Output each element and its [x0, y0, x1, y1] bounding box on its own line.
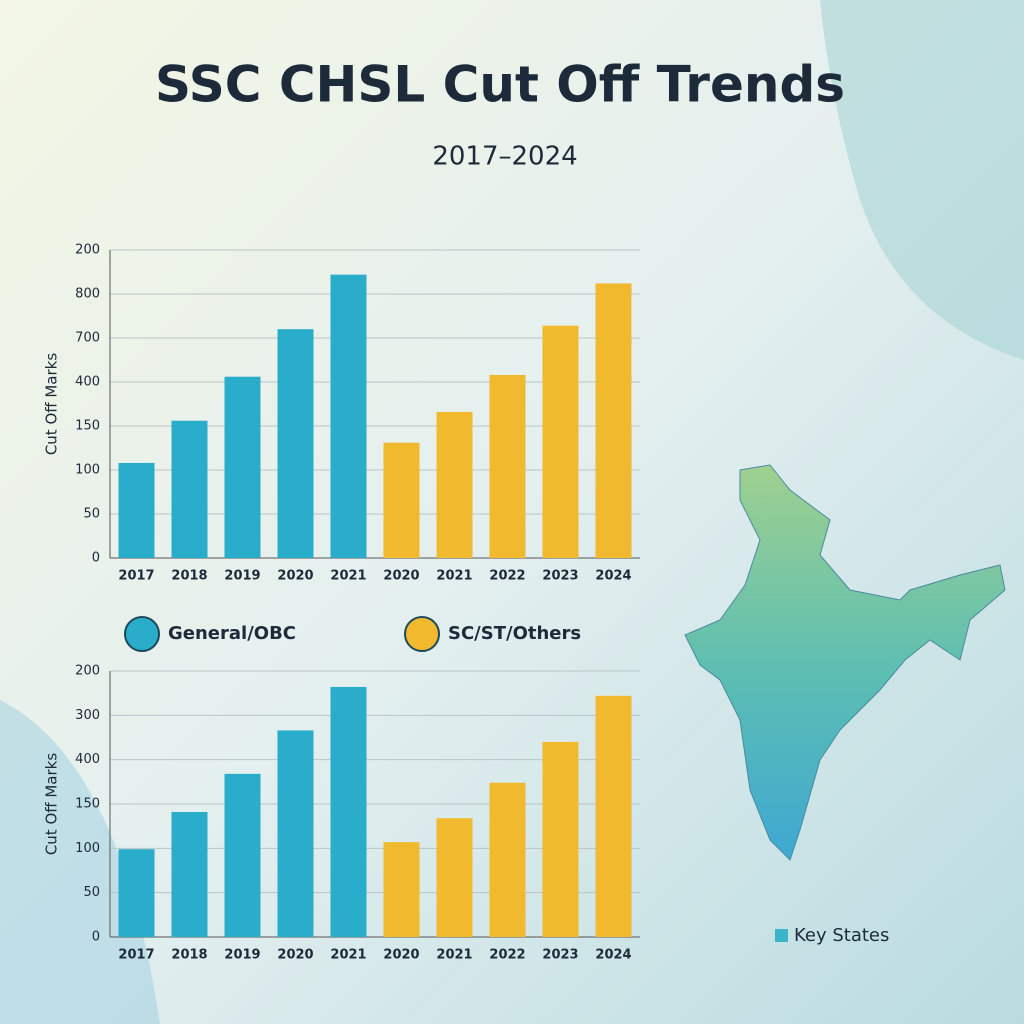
subtitle: 2017–2024 — [432, 142, 577, 172]
bar — [436, 818, 473, 937]
y-tick-label: 400 — [75, 752, 100, 767]
y-tick-label: 700 — [75, 331, 100, 346]
y-tick-label: 100 — [75, 841, 100, 856]
y-tick-label: 800 — [75, 287, 100, 302]
map-legend-swatch — [775, 929, 788, 942]
x-tick-label: 2020 — [383, 948, 419, 963]
bar — [542, 741, 579, 937]
decor — [820, 0, 1024, 360]
bar — [330, 274, 367, 558]
x-tick-label: 2019 — [224, 569, 260, 584]
x-tick-label: 2018 — [171, 948, 207, 963]
bar — [595, 695, 632, 937]
y-tick-label: 300 — [75, 708, 100, 723]
bar — [330, 686, 367, 937]
bar — [171, 811, 208, 937]
y-tick-label: 200 — [75, 664, 100, 679]
bar — [277, 730, 314, 937]
bar — [277, 329, 314, 558]
x-tick-label: 2022 — [489, 569, 525, 584]
y-axis-label: Cut Off Marks — [43, 353, 61, 456]
x-tick-label: 2017 — [118, 948, 154, 963]
legend-label: SC/ST/Others — [448, 623, 581, 644]
bar — [118, 849, 155, 937]
y-axis-label: Cut Off Marks — [43, 753, 61, 856]
x-tick-label: 2020 — [277, 948, 313, 963]
y-tick-label: 150 — [75, 797, 100, 812]
x-tick-label: 2020 — [383, 569, 419, 584]
y-tick-label: 100 — [75, 463, 100, 478]
bar — [542, 325, 579, 558]
legend-label: General/OBC — [168, 623, 296, 644]
y-tick-label: 0 — [92, 930, 100, 945]
x-tick-label: 2023 — [542, 948, 578, 963]
legend: General/OBC SC/ST/Others — [124, 616, 581, 652]
india-map — [684, 464, 1006, 861]
bar — [436, 411, 473, 558]
x-tick-label: 2024 — [595, 948, 631, 963]
y-tick-label: 50 — [83, 507, 100, 522]
bar — [224, 376, 261, 558]
x-tick-label: 2021 — [436, 569, 472, 584]
bar — [489, 782, 526, 937]
x-tick-label: 2020 — [277, 569, 313, 584]
legend-icon — [404, 616, 440, 652]
bar — [171, 420, 208, 558]
x-tick-label: 2022 — [489, 948, 525, 963]
x-tick-label: 2019 — [224, 948, 260, 963]
bar — [595, 283, 632, 558]
x-tick-label: 2023 — [542, 569, 578, 584]
decor — [0, 700, 160, 1024]
x-tick-label: 2021 — [330, 569, 366, 584]
y-tick-label: 400 — [75, 375, 100, 390]
title: SSC CHSL Cut Off Trends — [155, 56, 845, 114]
bar — [224, 773, 261, 937]
x-tick-label: 2018 — [171, 569, 207, 584]
bar — [383, 842, 420, 937]
bar — [383, 442, 420, 558]
y-tick-label: 150 — [75, 419, 100, 434]
y-tick-label: 0 — [92, 551, 100, 566]
legend-icon — [124, 616, 160, 652]
x-tick-label: 2021 — [436, 948, 472, 963]
map-legend-label: Key States — [794, 925, 889, 946]
bar — [118, 462, 155, 558]
y-tick-label: 200 — [75, 243, 100, 258]
x-tick-label: 2021 — [330, 948, 366, 963]
x-tick-label: 2017 — [118, 569, 154, 584]
x-tick-label: 2024 — [595, 569, 631, 584]
bar — [489, 374, 526, 558]
y-tick-label: 50 — [83, 885, 100, 900]
